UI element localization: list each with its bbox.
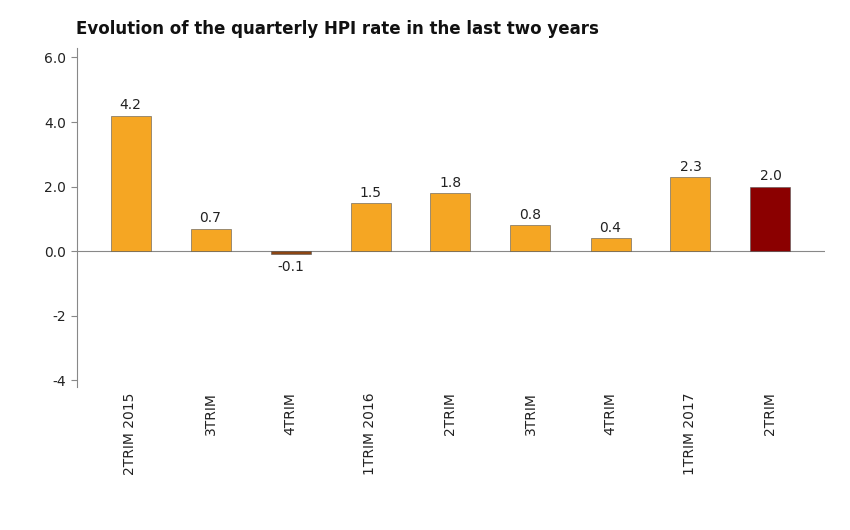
Bar bbox=[270, 251, 310, 254]
Bar bbox=[751, 187, 790, 251]
Text: 1.5: 1.5 bbox=[360, 186, 382, 199]
Bar bbox=[110, 116, 150, 251]
Text: 0.8: 0.8 bbox=[519, 208, 541, 222]
Text: 0.7: 0.7 bbox=[200, 211, 222, 225]
Bar bbox=[430, 193, 471, 251]
Text: 2.0: 2.0 bbox=[760, 170, 781, 183]
Bar bbox=[591, 238, 631, 251]
Text: 1.8: 1.8 bbox=[439, 176, 462, 190]
Bar bbox=[671, 177, 711, 251]
Bar bbox=[190, 228, 230, 251]
Text: -0.1: -0.1 bbox=[277, 260, 304, 274]
Text: 0.4: 0.4 bbox=[599, 221, 621, 235]
Bar bbox=[350, 203, 390, 251]
Text: Evolution of the quarterly HPI rate in the last two years: Evolution of the quarterly HPI rate in t… bbox=[76, 20, 599, 38]
Text: 2.3: 2.3 bbox=[679, 160, 701, 174]
Text: 4.2: 4.2 bbox=[120, 98, 141, 112]
Bar bbox=[511, 225, 551, 251]
